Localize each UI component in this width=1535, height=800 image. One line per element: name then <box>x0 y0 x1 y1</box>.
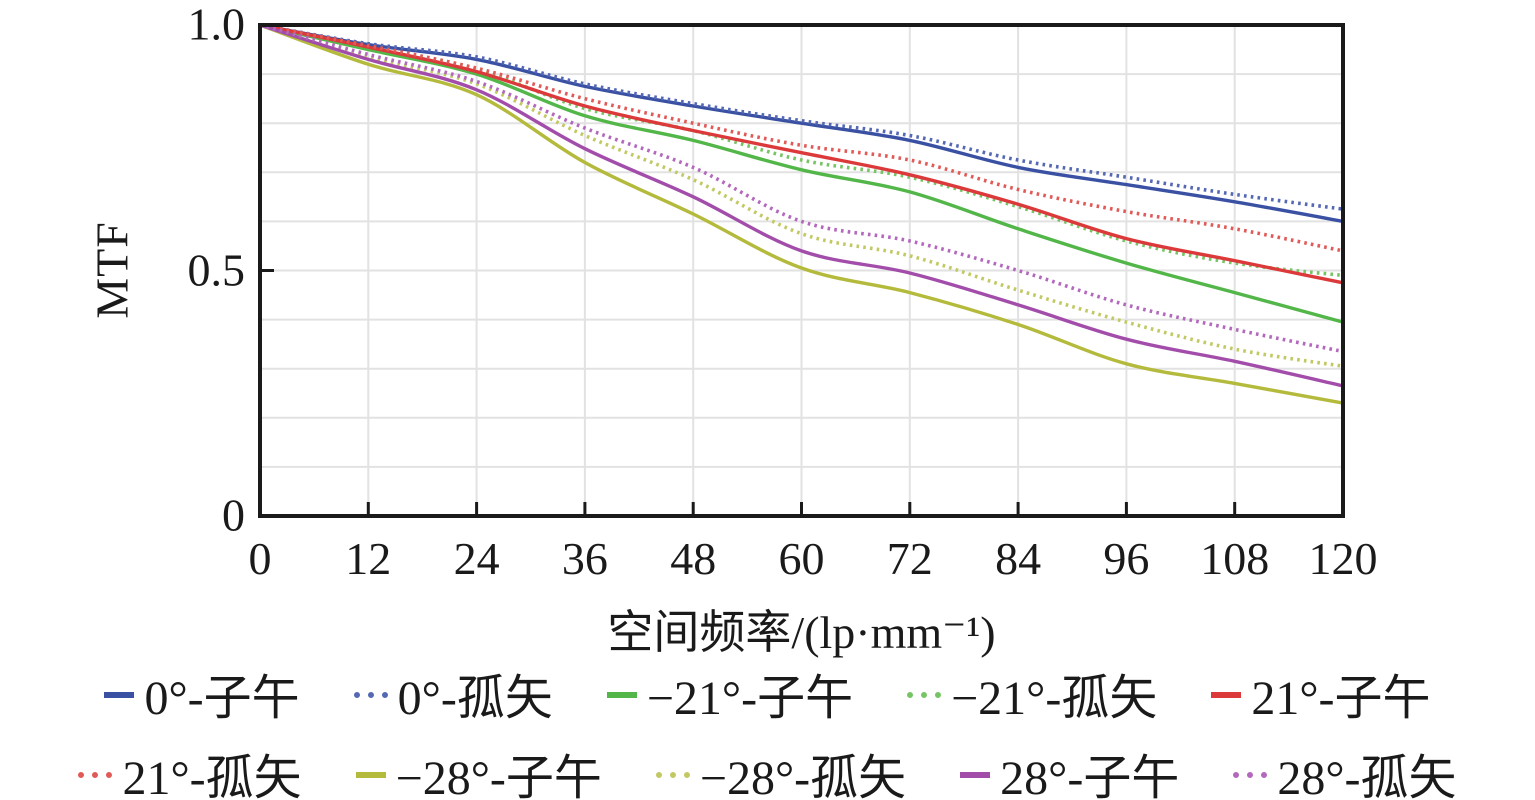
x-tick-label: 96 <box>1103 533 1150 584</box>
legend-label: −28°-子午 <box>395 752 602 800</box>
legend-marker-solid-line <box>1211 692 1242 698</box>
legend-label: 0°-孤矢 <box>397 672 553 725</box>
y-tick-label: 0 <box>222 489 245 541</box>
y-tick-label: 0.5 <box>187 243 246 295</box>
legend-row-2: 21°-孤矢 −28°-子午 −28°-孤矢 28°-子午 28°-孤矢 <box>78 738 1457 800</box>
x-tick-label: 120 <box>1308 533 1378 584</box>
legend-marker-dotted-line <box>1233 772 1268 778</box>
legend-item-21deg-sagittal: 21°-孤矢 <box>78 738 302 800</box>
x-tick-label: 60 <box>778 533 825 584</box>
x-tick-label: 36 <box>561 533 608 584</box>
legend-item-0deg-sagittal: 0°-孤矢 <box>353 658 553 728</box>
x-tick-label: 24 <box>453 533 500 584</box>
legend-label: 0°-子午 <box>144 672 300 725</box>
legend-item-0deg-meridional: 0°-子午 <box>104 658 300 728</box>
legend-label: 21°-孤矢 <box>122 752 302 800</box>
x-tick-label: 72 <box>886 533 933 584</box>
legend-marker-dotted-line <box>353 692 388 698</box>
x-tick-label: 0 <box>248 533 272 584</box>
legend-item-21deg-meridional: 21°-子午 <box>1211 658 1431 728</box>
x-tick-label: 48 <box>670 533 717 584</box>
legend-marker-solid-line <box>355 772 386 778</box>
legend-item-28deg-sagittal: 28°-孤矢 <box>1233 738 1457 800</box>
x-tick-label: 84 <box>995 533 1042 584</box>
legend-marker-solid-line <box>960 772 991 778</box>
x-axis-title: 空间频率/(lp·mm⁻¹) <box>607 607 996 658</box>
legend-item-neg21deg-meridional: −21°-子午 <box>606 658 854 728</box>
legend-row-1: 0°-子午 0°-孤矢 −21°-子午 −21°-孤矢 21°-子午 <box>104 658 1431 728</box>
legend-marker-solid-line <box>606 692 637 698</box>
legend-marker-dotted-line <box>655 772 690 778</box>
y-tick-label: 1.0 <box>187 0 246 50</box>
legend-label: −21°-孤矢 <box>951 672 1158 725</box>
legend-label: 21°-子午 <box>1251 672 1431 725</box>
legend-item-neg28deg-sagittal: −28°-孤矢 <box>655 738 907 800</box>
x-tick-label: 108 <box>1200 533 1270 584</box>
legend-label: 28°-子午 <box>1000 752 1180 800</box>
legend: 0°-子午 0°-孤矢 −21°-子午 −21°-孤矢 21°-子午 <box>0 658 1535 800</box>
x-tick-label: 12 <box>345 533 392 584</box>
legend-item-neg28deg-meridional: −28°-子午 <box>355 738 602 800</box>
legend-label: −28°-孤矢 <box>699 752 907 800</box>
legend-marker-dotted-line <box>78 772 113 778</box>
legend-item-28deg-meridional: 28°-子午 <box>960 738 1179 800</box>
legend-label: 28°-孤矢 <box>1277 752 1457 800</box>
legend-marker-solid-line <box>104 692 135 698</box>
legend-marker-dotted-line <box>907 692 942 698</box>
legend-item-neg21deg-sagittal: −21°-孤矢 <box>907 658 1157 728</box>
legend-label: −21°-子午 <box>646 672 854 725</box>
